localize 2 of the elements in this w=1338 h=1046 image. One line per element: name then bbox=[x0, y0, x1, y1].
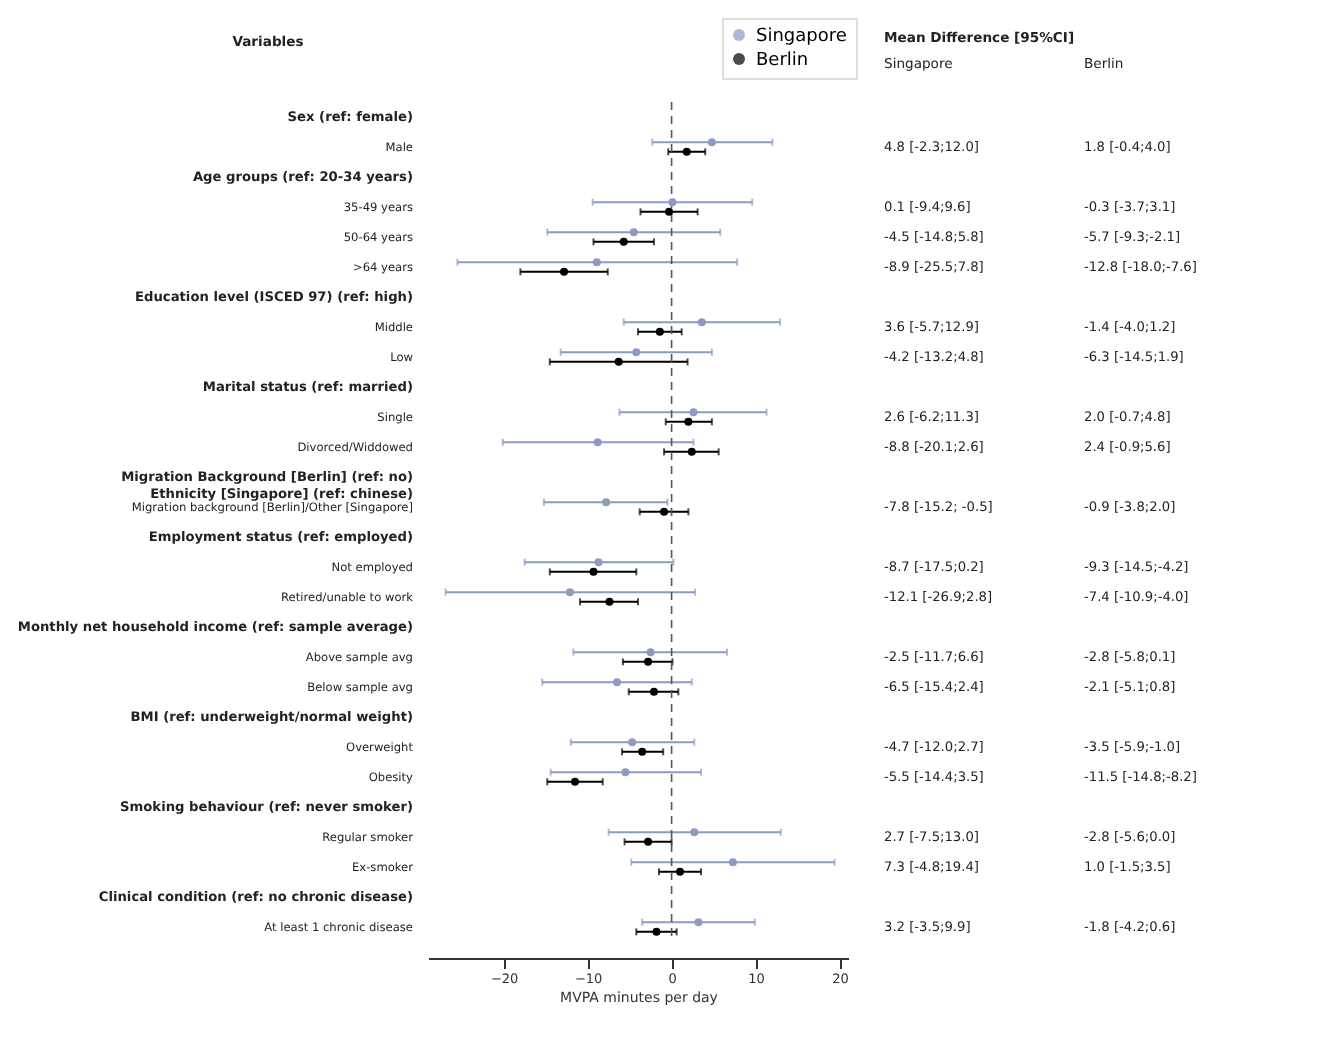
legend-label: Singapore bbox=[756, 27, 848, 47]
legend-label: Berlin bbox=[756, 51, 809, 71]
